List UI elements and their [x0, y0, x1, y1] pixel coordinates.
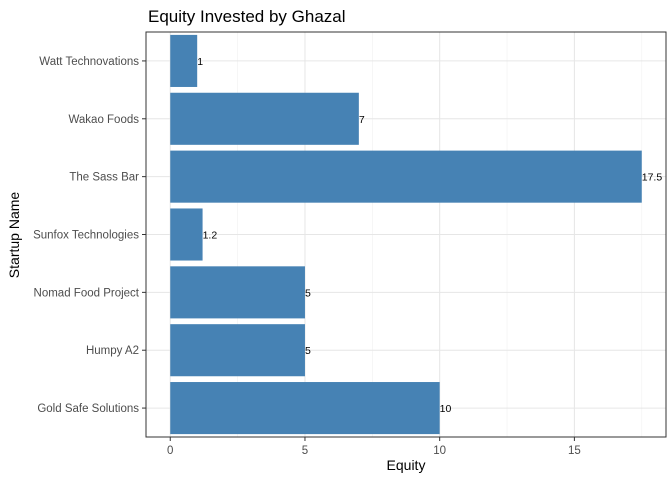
- x-axis: 0 5 10 15: [167, 437, 581, 457]
- data-labels: 10 5 5 1.2 17.5 7 1: [197, 56, 662, 415]
- bar-value-label: 1.2: [203, 230, 218, 242]
- y-tick-label: Wakao Foods: [68, 114, 139, 126]
- bar-value-label: 17.5: [642, 172, 663, 184]
- y-tick-label: Watt Technovations: [39, 56, 139, 68]
- y-tick-label: Gold Safe Solutions: [37, 403, 139, 415]
- bar: [170, 34, 198, 87]
- bars: [170, 34, 642, 435]
- y-axis: Gold Safe Solutions Humpy A2 Nomad Food Pr…: [33, 56, 146, 415]
- bar: [170, 92, 359, 145]
- bar-value-label: 7: [359, 114, 365, 126]
- chart-title: Equity Invested by Ghazal: [148, 7, 346, 26]
- x-tick-label: 10: [433, 445, 446, 457]
- x-axis-title: Equity: [387, 457, 426, 473]
- y-axis-title: Startup Name: [6, 192, 22, 279]
- y-tick-label: The Sass Bar: [69, 172, 139, 184]
- bar: [170, 382, 440, 435]
- bar: [170, 150, 642, 203]
- x-tick-label: 5: [302, 445, 308, 457]
- bar: [170, 208, 203, 261]
- bar: [170, 266, 305, 319]
- bar-value-label: 5: [305, 345, 311, 357]
- y-tick-label: Humpy A2: [86, 345, 139, 357]
- panel-border: [145, 31, 667, 438]
- y-tick-label: Sunfox Technologies: [33, 230, 139, 242]
- bar-value-label: 1: [197, 56, 203, 68]
- y-tick-label: Nomad Food Project: [34, 287, 140, 299]
- x-tick-label: 15: [568, 445, 581, 457]
- bar-value-label: 5: [305, 287, 311, 299]
- bar: [170, 324, 305, 377]
- bar-value-label: 10: [440, 403, 452, 415]
- x-tick-label: 0: [167, 445, 173, 457]
